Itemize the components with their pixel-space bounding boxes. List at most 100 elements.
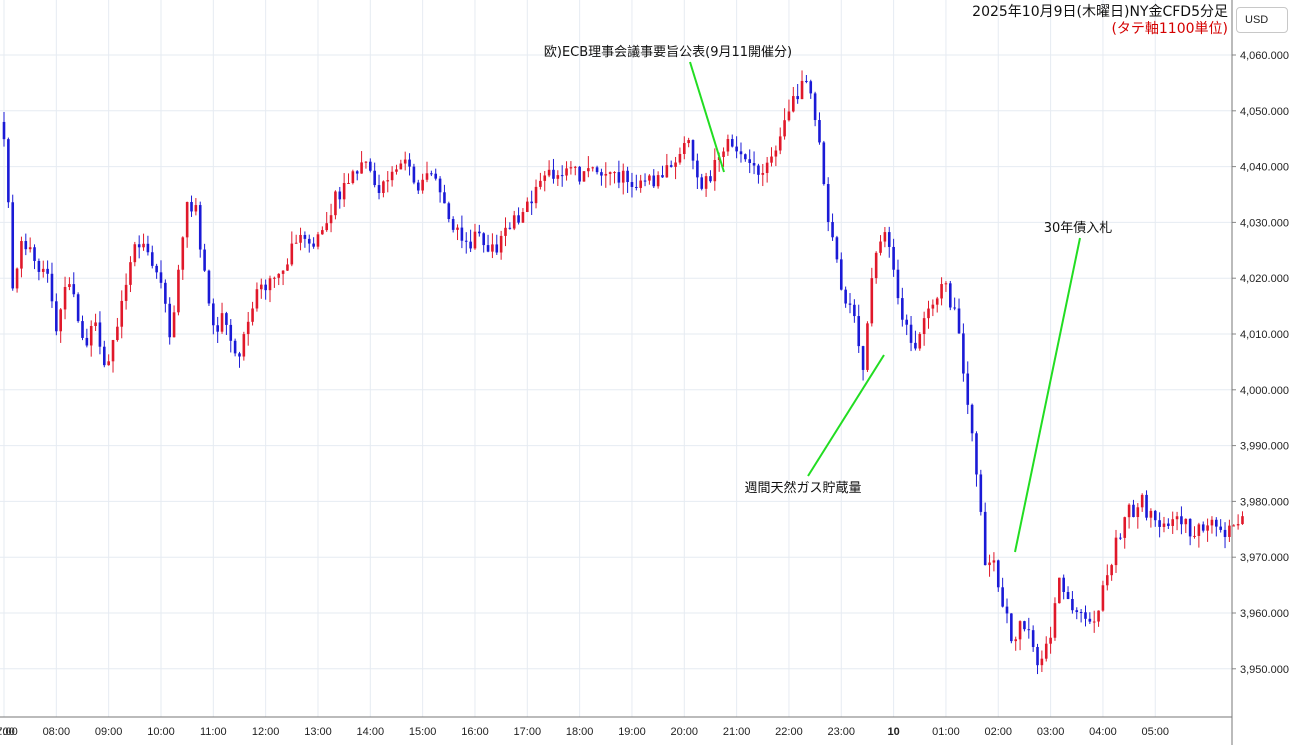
candle [887, 226, 891, 258]
candle [1027, 617, 1031, 639]
candle [76, 292, 80, 323]
candle [787, 99, 791, 122]
candle [517, 207, 520, 225]
candle [164, 279, 167, 313]
candle-body [273, 277, 276, 279]
candle [691, 139, 695, 170]
candle-body [499, 235, 503, 253]
candle-body [983, 511, 987, 566]
candle [1153, 509, 1157, 527]
x-tick-label: 20:00 [671, 726, 699, 738]
candle [621, 163, 625, 195]
candle [198, 201, 202, 258]
y-tick-label: 3,970.000 [1240, 552, 1289, 564]
candle [238, 351, 241, 368]
grid-lines [0, 0, 1232, 717]
chart-subtitle: (タテ軸1100単位) [1111, 21, 1228, 37]
candle [530, 190, 533, 215]
candle [89, 320, 93, 357]
candle-body [787, 111, 791, 121]
candle [1075, 607, 1079, 620]
candle-body [68, 284, 71, 287]
candle [491, 233, 494, 259]
candle [770, 147, 773, 167]
x-tick-label: 10:00 [147, 726, 175, 738]
candle-body [172, 312, 176, 338]
candle-body [1175, 516, 1179, 520]
candle-body [334, 191, 337, 216]
candle-body [783, 120, 786, 137]
currency-button[interactable]: USD [1236, 7, 1288, 33]
candle [1031, 625, 1035, 652]
candle [587, 156, 590, 178]
candle-body [521, 212, 525, 223]
x-tick-label: 15:00 [409, 726, 437, 738]
candle [242, 331, 246, 361]
candle-body [1036, 647, 1039, 666]
candle-body [164, 282, 167, 304]
candle [1162, 516, 1166, 533]
candle-body [512, 215, 516, 229]
candle-body [120, 300, 124, 327]
candle-body [229, 324, 233, 341]
chart-title-box: 2025年10月9日(木曜日)NY金CFD5分足 (タテ軸1100単位) [972, 4, 1228, 38]
candle-body [940, 284, 943, 299]
candle [975, 431, 978, 487]
candle-body [251, 308, 254, 322]
candle-body [290, 243, 294, 265]
candle [355, 170, 359, 181]
candle [395, 164, 398, 175]
candle [656, 171, 660, 189]
candle-body [883, 232, 887, 242]
candle [578, 165, 581, 185]
candle [744, 153, 747, 162]
candle-body [713, 159, 717, 182]
candle [866, 321, 869, 373]
candle-body [1241, 516, 1244, 525]
candle [290, 231, 294, 267]
candle [1058, 577, 1061, 604]
candle-body [1127, 504, 1131, 518]
candle [1215, 517, 1218, 537]
candle-body [102, 346, 106, 366]
candle-body [818, 120, 821, 143]
candle-body [508, 227, 512, 229]
candle [329, 203, 333, 233]
candle [181, 236, 185, 280]
candle-body [1040, 658, 1044, 666]
candle-body [805, 80, 808, 82]
candle-body [137, 244, 141, 248]
candle [626, 166, 629, 193]
candle [1193, 526, 1196, 539]
x-tick-label: 19:00 [618, 726, 646, 738]
candle-body [1153, 510, 1157, 521]
candle [299, 227, 302, 251]
candle-body [1228, 525, 1231, 537]
candle-body [953, 307, 956, 309]
candle [15, 267, 19, 293]
candle [630, 172, 634, 198]
candle [408, 153, 411, 176]
candle-body [709, 176, 712, 182]
candle [382, 180, 385, 198]
candle [709, 170, 712, 183]
candle-body [962, 333, 965, 374]
candle-body [661, 175, 664, 178]
candle-body [975, 433, 978, 475]
candle-body [726, 139, 730, 152]
candle-body [608, 172, 612, 174]
candle-body [682, 143, 686, 154]
candle [55, 293, 58, 336]
candle-body [264, 284, 267, 291]
candle-body [874, 252, 878, 279]
candle-body [770, 156, 773, 163]
x-tick-label: 22:00 [775, 726, 803, 738]
candle-body [613, 172, 616, 174]
candle-body [639, 180, 642, 188]
candle-body [992, 560, 996, 563]
candle [1044, 636, 1048, 662]
candle [146, 235, 150, 256]
candle [1175, 511, 1179, 531]
candle-body [430, 173, 433, 175]
candle-body [495, 244, 499, 253]
